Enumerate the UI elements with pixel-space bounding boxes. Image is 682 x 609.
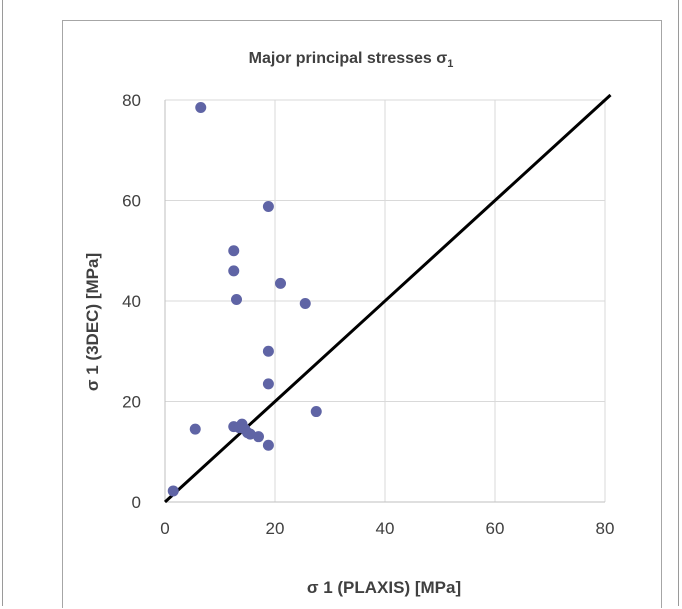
data-point [244, 428, 256, 440]
y-axis-label: σ 1 (3DEC) [MPa] [83, 253, 102, 391]
data-point [299, 298, 311, 310]
scatter-chart: 0 20 40 60 80 0 20 40 60 80 Major principal stres… [83, 50, 614, 597]
x-tick-label: 40 [376, 519, 395, 538]
data-point [253, 431, 264, 443]
tick-labels: 0 20 40 60 80 0 20 40 60 80 [122, 91, 614, 538]
identity-line-group [163, 93, 612, 504]
x-tick-label: 0 [160, 519, 169, 538]
chart-title: Major principal stresses σ1 [249, 50, 454, 70]
x-tick-label: 60 [486, 519, 505, 538]
data-point [228, 245, 240, 257]
data-point [262, 439, 274, 451]
y-tick-label: 40 [122, 292, 141, 311]
data-point [195, 102, 207, 114]
y-tick-label: 20 [122, 393, 141, 412]
axes [164, 100, 605, 503]
data-point [167, 485, 179, 497]
x-tick-label: 80 [596, 519, 615, 538]
data-point [262, 378, 274, 390]
y-tick-label: 0 [132, 493, 141, 512]
y-tick-label: 80 [122, 91, 141, 110]
data-points [167, 102, 322, 497]
data-point [310, 406, 322, 418]
x-tick-label: 20 [266, 519, 285, 538]
chart-area: 0 20 40 60 80 0 20 40 60 80 Major principal stres… [62, 20, 662, 608]
data-point [228, 265, 240, 277]
identity-line [163, 93, 612, 504]
data-point [189, 423, 201, 435]
data-point [275, 277, 286, 289]
data-point [262, 345, 274, 357]
chart-title-subscript: 1 [447, 58, 453, 70]
x-axis-label: σ 1 (PLAXIS) [MPa] [307, 578, 461, 597]
y-tick-label: 60 [122, 192, 141, 211]
chart-title-text: Major principal stresses σ [249, 50, 448, 67]
data-point [262, 201, 274, 213]
data-point [231, 293, 242, 305]
